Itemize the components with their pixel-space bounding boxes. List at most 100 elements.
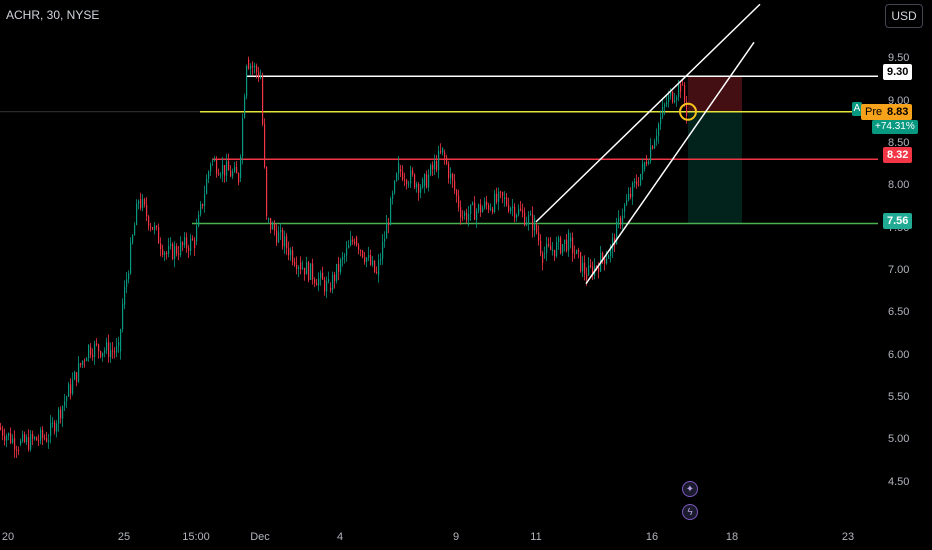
candle: [470, 204, 472, 222]
candle-body: [536, 224, 538, 233]
candle-body: [14, 438, 16, 450]
candle-body: [40, 429, 42, 441]
candle-body: [468, 213, 470, 221]
candle-body: [312, 263, 314, 280]
candle: [366, 257, 368, 268]
candle-body: [624, 205, 626, 212]
candle-body: [664, 104, 666, 107]
candle-body: [204, 193, 206, 206]
y-tick-label: 5.50: [888, 390, 910, 403]
candle-body: [116, 345, 118, 353]
candle: [58, 407, 60, 432]
candle-body: [420, 187, 422, 193]
candle: [626, 194, 628, 206]
candle: [602, 251, 604, 264]
x-tick-label: 9: [452, 531, 460, 543]
candle-body: [638, 184, 640, 186]
candle-body: [56, 423, 58, 432]
candle-body: [376, 272, 378, 274]
x-tick-label: 20: [1, 531, 15, 543]
candle: [190, 234, 192, 256]
candle-body: [194, 240, 196, 249]
candle: [168, 237, 170, 258]
candle: [430, 163, 432, 177]
candle-body: [396, 173, 398, 181]
candle: [400, 164, 402, 178]
candle: [594, 258, 596, 280]
candle-body: [112, 350, 114, 352]
candle: [372, 256, 374, 267]
candle-body: [532, 214, 534, 231]
candle-body: [684, 85, 686, 102]
candle: [296, 256, 298, 275]
candle-body: [144, 199, 146, 205]
candle-body: [70, 384, 72, 394]
candle-body: [124, 286, 126, 305]
candle: [310, 263, 312, 281]
alert-badge[interactable]: A: [852, 102, 862, 116]
candle: [438, 145, 440, 179]
earnings-event-icon[interactable]: ✦: [682, 481, 698, 497]
candle-body: [296, 264, 298, 270]
candle: [84, 358, 86, 368]
candle-body: [230, 170, 232, 177]
candle: [340, 257, 342, 275]
dividend-event-icon[interactable]: ϟ: [682, 504, 698, 520]
candle: [242, 113, 244, 165]
candle-body: [372, 260, 374, 265]
candle-body: [388, 223, 390, 225]
candle: [544, 246, 546, 259]
candle: [356, 235, 358, 247]
candle: [528, 211, 530, 231]
candle: [672, 90, 674, 104]
candle: [248, 56, 250, 70]
candle: [290, 247, 292, 261]
candle: [342, 252, 344, 267]
candle-body: [472, 202, 474, 205]
candle: [622, 208, 624, 231]
candle-body: [386, 223, 388, 239]
candle: [562, 243, 564, 257]
candle-body: [8, 433, 10, 437]
candle: [382, 233, 384, 265]
candle: [74, 370, 76, 381]
candle: [266, 166, 268, 220]
candle: [410, 165, 412, 188]
candle: [288, 241, 290, 261]
candle-body: [206, 178, 208, 194]
candle: [458, 189, 460, 212]
y-tick-label: 8.00: [888, 179, 910, 192]
candle-body: [522, 210, 524, 213]
candle-body: [360, 250, 362, 252]
candle: [300, 256, 302, 275]
candle-body: [558, 237, 560, 243]
current-price-tag: 8.83: [883, 104, 913, 120]
candle: [220, 172, 222, 179]
candle: [218, 168, 220, 176]
candle: [170, 237, 172, 250]
candle: [574, 245, 576, 259]
candle: [280, 223, 282, 241]
candle-body: [384, 238, 386, 242]
candle-body: [272, 223, 274, 230]
symbol-title[interactable]: ACHR, 30, NYSE: [6, 8, 100, 22]
candle-body: [504, 197, 506, 199]
candle-body: [268, 218, 270, 221]
candle-body: [366, 257, 368, 262]
breakdown-marker: [679, 102, 697, 121]
y-tick-label: 4.50: [888, 475, 910, 488]
candle: [258, 66, 260, 82]
candle-body: [670, 91, 672, 96]
candle-body: [286, 236, 288, 249]
candle-body: [610, 246, 612, 256]
currency-button[interactable]: USD: [885, 4, 923, 28]
candle: [82, 360, 84, 369]
y-tick-label: 9.00: [888, 94, 910, 107]
candle-body: [84, 360, 86, 362]
candle: [354, 238, 356, 246]
candle: [138, 199, 140, 210]
candle: [130, 237, 132, 275]
candle-body: [68, 384, 70, 397]
candle: [564, 239, 566, 252]
